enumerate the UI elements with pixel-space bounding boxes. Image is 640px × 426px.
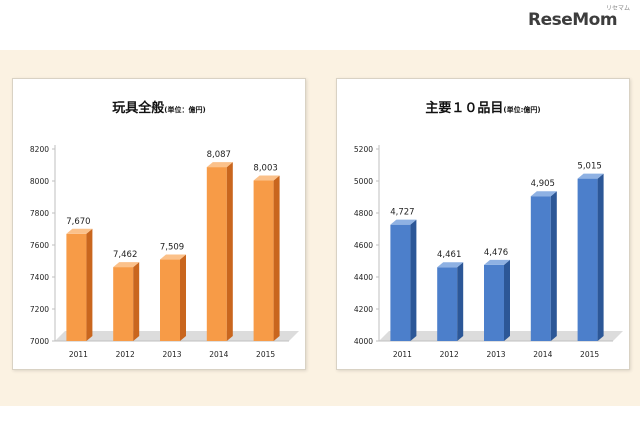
y-tick-label: 8000 xyxy=(30,177,49,186)
bar-top-2013 xyxy=(484,259,510,265)
data-label: 7,462 xyxy=(113,250,137,260)
bar-2014 xyxy=(206,167,227,341)
bar-side-2012 xyxy=(133,262,140,341)
bar-top-2012 xyxy=(113,262,140,268)
bar-top-2015 xyxy=(577,173,604,179)
bar-chart-toys-total: 7000 7200 7400 7600 7800 8000 8200 7,670 2011 7,4… xyxy=(30,145,299,359)
y-tick-label: 4400 xyxy=(354,273,373,282)
bar-side-2011 xyxy=(410,219,417,341)
chart-title-unit: (単位：億円) xyxy=(164,106,206,114)
data-label: 7,509 xyxy=(160,243,184,253)
bar-2013 xyxy=(484,264,504,341)
y-tick-label: 4600 xyxy=(354,241,373,250)
bar-2014 xyxy=(530,196,551,341)
bar-top-2011 xyxy=(66,228,93,234)
chart-title-main: 主要１０品目 xyxy=(425,101,504,116)
data-label: 4,476 xyxy=(484,248,508,258)
bar-side-2013 xyxy=(180,254,186,341)
data-label: 8,003 xyxy=(253,164,277,174)
x-tick-label: 2011 xyxy=(69,350,88,359)
x-tick-label: 2015 xyxy=(256,350,275,359)
x-tick-label: 2012 xyxy=(440,350,459,359)
bar-side-2013 xyxy=(504,259,510,341)
bar-side-2012 xyxy=(457,262,464,341)
bar-2012 xyxy=(113,267,134,341)
y-tick-label: 4000 xyxy=(354,337,373,346)
chart-title-unit: (単位:億円) xyxy=(503,106,541,114)
bar-2013 xyxy=(160,259,180,341)
y-tick-label: 5000 xyxy=(354,177,373,186)
data-label: 7,670 xyxy=(66,217,90,227)
chart-card-toys-total: 玩具全般(単位：億円) 7000 7200 7400 7600 7800 8000 8200… xyxy=(12,78,306,370)
y-tick-label: 8200 xyxy=(30,145,49,154)
chart-card-top10: 主要１０品目(単位:億円) 4000 4200 4400 4600 4800 5000 52… xyxy=(336,78,630,370)
y-tick-label: 4200 xyxy=(354,305,373,314)
bar-side-2015 xyxy=(597,173,604,341)
x-tick-label: 2011 xyxy=(393,350,412,359)
bar-top-2014 xyxy=(530,191,557,197)
y-tick-label: 5200 xyxy=(354,145,373,154)
bar-side-2015 xyxy=(273,175,280,341)
logo-text: ReseMom xyxy=(528,10,618,30)
bar-2011 xyxy=(390,224,411,341)
bar-2015 xyxy=(253,180,274,341)
bar-2015 xyxy=(577,178,598,341)
y-tick-label: 7200 xyxy=(30,305,49,314)
bar-side-2014 xyxy=(550,191,557,341)
bar-side-2011 xyxy=(86,228,93,341)
bar-2011 xyxy=(66,233,87,341)
chart-title: 主要１０品目(単位:億円) xyxy=(337,97,629,116)
data-label: 4,727 xyxy=(390,208,414,218)
y-tick-label: 7400 xyxy=(30,273,49,282)
y-tick-label: 7600 xyxy=(30,241,49,250)
data-label: 4,905 xyxy=(531,179,555,189)
resemom-logo[interactable]: リセマム ReseMom xyxy=(528,5,632,38)
y-tick-label: 4800 xyxy=(354,209,373,218)
y-tick-label: 7800 xyxy=(30,209,49,218)
bar-top-2011 xyxy=(390,219,417,225)
bar-chart-top10: 4000 4200 4400 4600 4800 5000 5200 4,727 2011 4,4… xyxy=(354,145,623,359)
x-tick-label: 2013 xyxy=(162,350,181,359)
data-label: 5,015 xyxy=(577,162,601,172)
x-tick-label: 2015 xyxy=(580,350,599,359)
x-tick-label: 2012 xyxy=(116,350,135,359)
data-label: 4,461 xyxy=(437,250,461,260)
bar-top-2013 xyxy=(160,254,186,260)
bar-top-2015 xyxy=(253,175,280,181)
chart-title-main: 玩具全般 xyxy=(112,101,165,116)
y-tick-label: 7000 xyxy=(30,337,49,346)
chart-title: 玩具全般(単位：億円) xyxy=(13,97,305,116)
bar-top-2014 xyxy=(206,162,233,168)
x-tick-label: 2014 xyxy=(533,350,552,359)
data-label: 8,087 xyxy=(207,150,231,160)
bar-2012 xyxy=(437,267,458,341)
bar-top-2012 xyxy=(437,262,464,268)
x-tick-label: 2013 xyxy=(486,350,505,359)
x-tick-label: 2014 xyxy=(209,350,228,359)
bar-side-2014 xyxy=(226,162,233,341)
logo-ruby: リセマム xyxy=(605,5,630,12)
